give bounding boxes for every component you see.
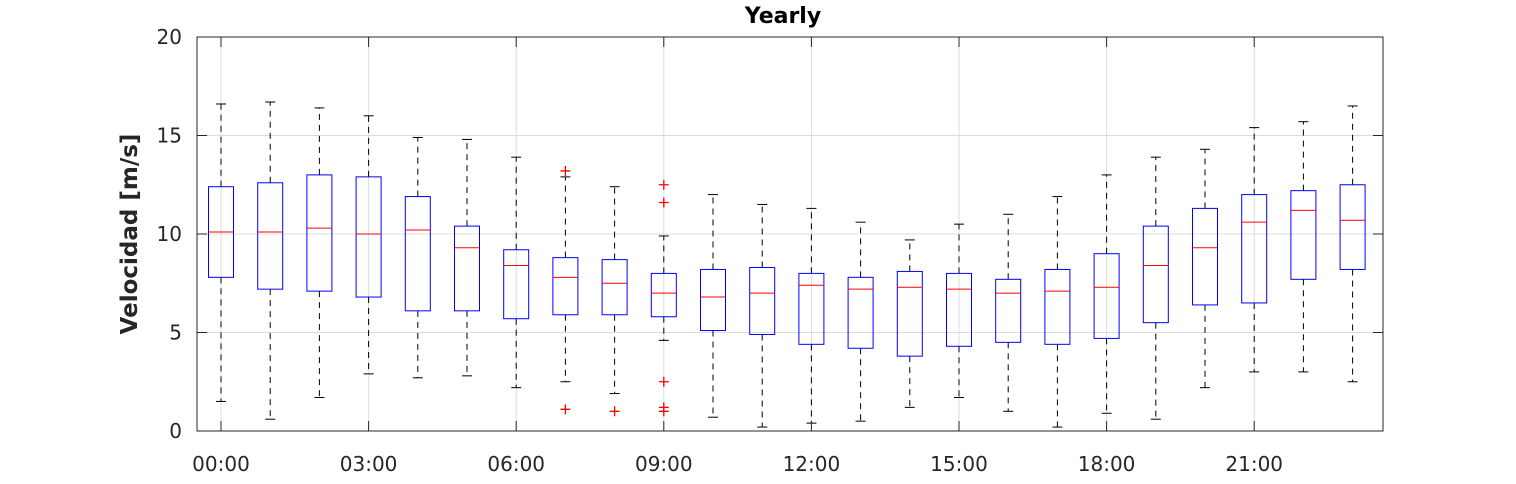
y-tick-label: 10: [157, 222, 182, 246]
box-iqr: [601, 259, 628, 316]
box-iqr: [1044, 268, 1071, 345]
box-13:00: [847, 221, 874, 422]
box-03:00: [355, 115, 382, 375]
x-tick-label: 21:00: [1225, 452, 1283, 476]
x-tick-label: 03:00: [340, 452, 398, 476]
box-21:00: [1241, 127, 1268, 373]
y-tick-label: 0: [169, 419, 182, 443]
x-tick-label: 09:00: [635, 452, 693, 476]
box-20:00: [1192, 148, 1218, 389]
box-iqr: [306, 174, 333, 292]
box-06:00: [503, 156, 530, 389]
y-tick-label: 5: [169, 321, 182, 345]
box-iqr: [995, 278, 1022, 343]
box-series: [208, 101, 1366, 428]
outlier-marker: [658, 406, 669, 417]
box-09:00: [650, 179, 677, 417]
box-iqr: [847, 276, 874, 349]
box-08:00: [601, 186, 628, 417]
x-tick-label: 06:00: [487, 452, 545, 476]
chart-title: Yearly: [744, 4, 822, 29]
box-iqr: [454, 225, 480, 312]
box-iqr: [700, 268, 726, 332]
box-iqr: [503, 249, 530, 320]
box-iqr: [257, 182, 284, 290]
box-iqr: [946, 272, 972, 347]
box-iqr: [355, 176, 382, 298]
box-04:00: [404, 136, 431, 379]
grid-lines: [197, 36, 1383, 432]
outlier-marker: [609, 406, 620, 417]
box-iqr: [1290, 190, 1317, 280]
box-05:00: [454, 138, 480, 377]
box-11:00: [749, 203, 776, 428]
box-iqr: [650, 272, 677, 318]
box-iqr: [896, 270, 923, 357]
outlier-marker: [560, 165, 571, 176]
box-18:00: [1093, 174, 1120, 414]
x-tick-label: 15:00: [930, 452, 988, 476]
box-23:00: [1339, 105, 1366, 383]
box-iqr: [1093, 253, 1120, 339]
box-17:00: [1044, 196, 1071, 428]
box-iqr: [798, 272, 825, 345]
box-10:00: [700, 194, 726, 418]
x-tick-label: 18:00: [1078, 452, 1136, 476]
box-14:00: [896, 239, 923, 408]
box-iqr: [749, 266, 776, 335]
box-02:00: [306, 107, 333, 399]
box-iqr: [1339, 184, 1366, 270]
box-16:00: [995, 213, 1022, 412]
box-19:00: [1142, 156, 1169, 420]
box-iqr: [404, 196, 431, 312]
box-iqr: [1192, 207, 1218, 306]
box-15:00: [946, 223, 972, 399]
box-iqr: [1241, 194, 1268, 304]
outlier-marker: [658, 179, 669, 190]
box-01:00: [257, 101, 284, 420]
box-00:00: [208, 103, 234, 402]
box-22:00: [1290, 121, 1317, 373]
box-iqr: [552, 257, 579, 316]
outlier-marker: [560, 404, 571, 415]
box-07:00: [552, 165, 579, 415]
y-tick-label: 15: [157, 124, 182, 148]
x-tick-label: 00:00: [192, 452, 250, 476]
x-tick-label: 12:00: [783, 452, 841, 476]
axis-ticks: 0 5 10 15 20 00:00 03:00 06:00 09:00 12:00 15:00 18…: [157, 25, 1383, 476]
outlier-marker: [658, 197, 669, 208]
box-iqr: [1142, 225, 1169, 324]
outlier-marker: [658, 376, 669, 387]
y-tick-label: 20: [157, 25, 182, 49]
box-12:00: [798, 207, 825, 424]
